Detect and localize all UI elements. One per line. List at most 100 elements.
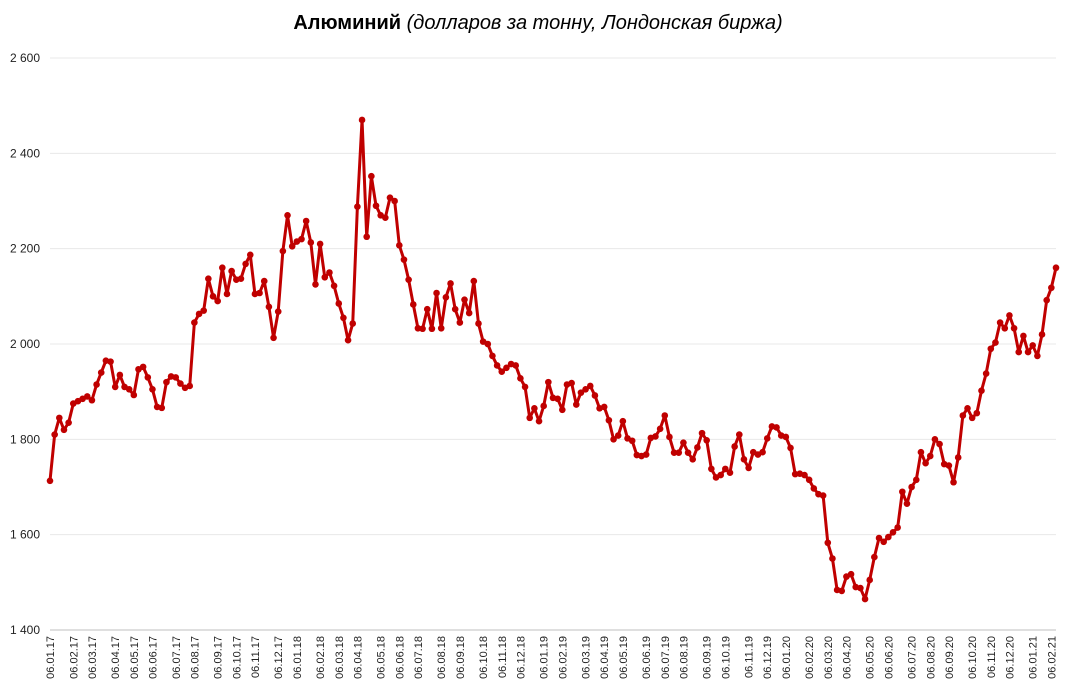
x-tick-label: 06.08.18 (436, 636, 448, 679)
data-point (861, 595, 869, 603)
data-point (708, 465, 715, 473)
data-point (423, 305, 431, 313)
x-tick-label: 06.09.20 (944, 636, 956, 679)
data-point (125, 385, 133, 393)
data-point (1006, 312, 1013, 319)
data-point (56, 414, 63, 422)
x-tick-label: 06.11.18 (497, 636, 509, 678)
data-point (298, 235, 305, 243)
data-point (461, 296, 468, 303)
data-point (670, 449, 678, 456)
data-point (978, 387, 985, 395)
data-point (396, 242, 403, 249)
data-point (652, 433, 659, 440)
data-point (316, 240, 324, 248)
data-point (163, 378, 170, 386)
x-tick-label: 06.01.17 (45, 636, 57, 679)
data-point (628, 437, 636, 445)
data-point (386, 194, 394, 201)
y-tick-label: 2 600 (10, 51, 40, 65)
y-tick-label: 2 200 (10, 242, 40, 256)
y-tick-label: 1 400 (10, 623, 40, 637)
x-tick-label: 06.08.19 (678, 636, 690, 679)
data-point (1034, 352, 1041, 360)
x-tick-label: 06.05.18 (376, 636, 388, 679)
data-point (545, 378, 552, 386)
data-point (857, 584, 864, 592)
data-point (540, 402, 547, 410)
data-point (703, 436, 710, 444)
data-point (172, 374, 180, 381)
data-point (526, 414, 534, 422)
data-point (717, 471, 724, 479)
data-point (246, 251, 254, 259)
data-point (838, 587, 846, 595)
series-line (48, 118, 1058, 601)
data-point (922, 459, 929, 467)
data-point (237, 275, 245, 283)
data-point (372, 202, 380, 210)
data-point (936, 440, 943, 448)
x-tick-label: 06.06.19 (641, 636, 653, 679)
data-point (447, 280, 454, 287)
data-point (931, 436, 939, 443)
data-point (51, 431, 58, 438)
x-tick-label: 06.09.18 (455, 636, 467, 679)
data-point (959, 412, 967, 419)
data-point (973, 409, 981, 417)
data-point (866, 576, 873, 584)
x-tick-label: 06.12.18 (515, 636, 527, 679)
data-point (437, 324, 445, 332)
x-tick-label: 06.04.19 (599, 636, 611, 679)
data-point (875, 534, 883, 542)
data-point (60, 426, 68, 434)
data-point (521, 383, 529, 391)
data-point (340, 314, 347, 322)
data-point (591, 392, 599, 399)
data-point (572, 401, 580, 408)
chart-title-sub: (долларов за тонну, Лондонская биржа) (406, 12, 783, 34)
x-tick-label: 06.06.17 (147, 636, 159, 679)
data-point (405, 276, 412, 283)
data-point (191, 319, 198, 326)
data-point (517, 375, 524, 382)
data-point (661, 412, 669, 419)
data-point (819, 492, 827, 499)
data-point (358, 116, 366, 124)
data-point (130, 391, 138, 399)
data-point (274, 308, 282, 315)
data-point (409, 301, 417, 308)
chart-title: Алюминий (долларов за тонну, Лондонская … (0, 12, 1076, 35)
data-point (228, 267, 235, 275)
data-point (354, 203, 361, 211)
data-point (950, 478, 957, 486)
data-point (745, 464, 752, 472)
data-point (144, 374, 152, 381)
x-tick-label: 06.02.18 (315, 636, 327, 679)
data-point (912, 476, 920, 484)
data-point (330, 282, 338, 290)
data-point (363, 233, 371, 241)
data-point (992, 339, 999, 346)
data-point (642, 451, 650, 458)
data-point (954, 454, 962, 461)
data-point (349, 320, 357, 327)
data-point (512, 362, 520, 369)
data-point (93, 381, 100, 388)
data-point (321, 273, 329, 281)
data-point (996, 319, 1004, 326)
data-point (1038, 331, 1046, 338)
data-point (256, 289, 263, 297)
x-tick-label: 06.03.19 (581, 636, 593, 679)
x-tick-label: 06.02.21 (1046, 636, 1058, 679)
data-point (968, 414, 976, 422)
data-point (326, 269, 333, 276)
x-tick-label: 06.03.20 (823, 636, 835, 679)
x-tick-label: 06.12.19 (762, 636, 774, 679)
x-tick-label: 06.01.21 (1028, 636, 1040, 679)
x-tick-label: 06.07.18 (413, 636, 425, 679)
data-point (400, 256, 408, 263)
data-point (200, 307, 207, 314)
data-point (610, 436, 617, 443)
data-point (456, 319, 464, 326)
